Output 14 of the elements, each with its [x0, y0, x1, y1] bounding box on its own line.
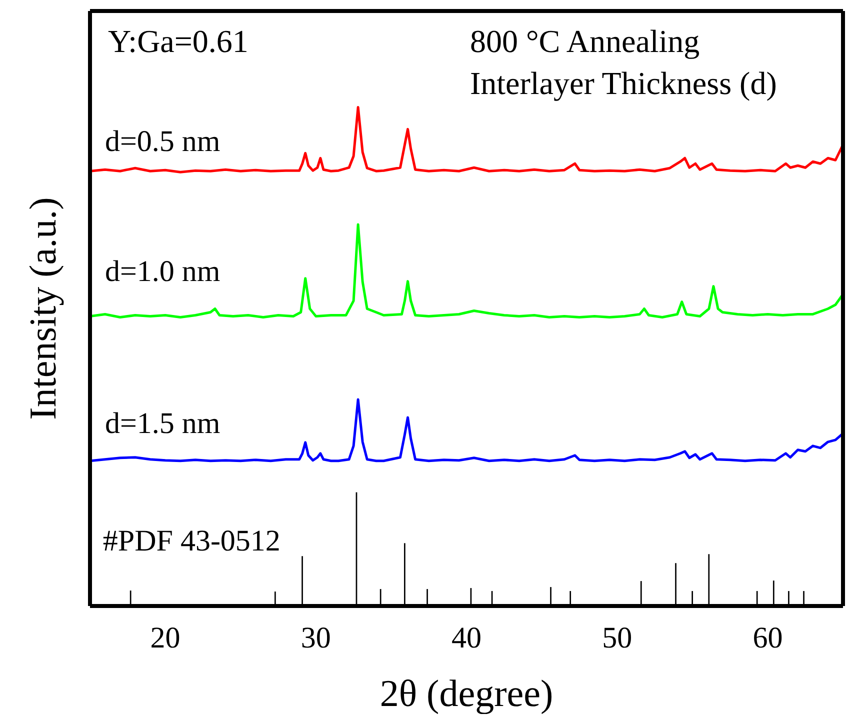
- x-tick-label: 50: [602, 621, 632, 654]
- series-label: d=0.5 nm: [105, 125, 220, 158]
- series-label: d=1.5 nm: [105, 406, 220, 440]
- x-tick-label: 40: [452, 621, 482, 654]
- text: 800 °C Annealing: [470, 22, 700, 60]
- text: Y:Ga=0.61: [108, 22, 248, 60]
- x-tick-label: 20: [150, 621, 180, 654]
- x-tick-label: 60: [752, 621, 783, 654]
- x-tick-label: 30: [300, 621, 331, 654]
- y-axis-title: Intensity (a.u.): [22, 197, 64, 420]
- x-axis-title: 2θ (degree): [380, 673, 554, 715]
- series-label: d=1.0 nm: [105, 255, 220, 288]
- series-label: #PDF 43-0512: [102, 524, 280, 558]
- text: Interlayer Thickness (d): [470, 64, 777, 102]
